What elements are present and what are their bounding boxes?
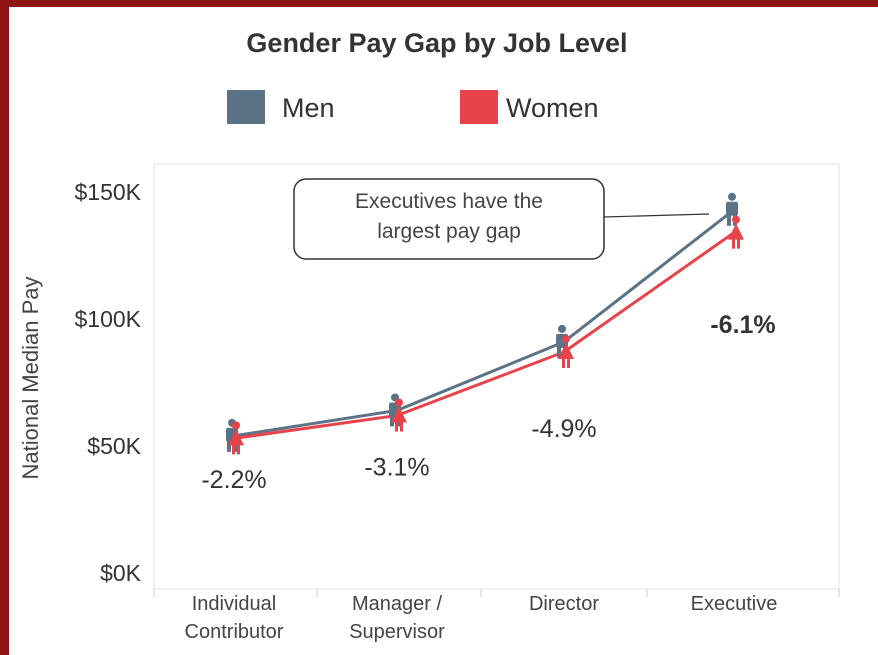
woman-marker-icon: [228, 421, 244, 455]
axes: $0K $50K $100K $150K Individual Contributor Ma…: [74, 179, 840, 643]
chart-frame: Gender Pay Gap by Job Level Men Women Na…: [9, 7, 878, 655]
x-tick-label: Contributor: [185, 621, 284, 643]
x-tick-label: Individual: [192, 593, 277, 615]
series-line-women: [233, 231, 735, 440]
plot-area: [153, 163, 840, 590]
legend-swatch-women: [460, 90, 498, 124]
callout-text-line-1: Executives have the: [355, 190, 543, 213]
gap-label: -6.1%: [710, 311, 775, 339]
y-tick-label: $100K: [74, 306, 141, 332]
annotation-callout: Executives have the largest pay gap: [293, 178, 710, 260]
x-tick-label: Supervisor: [349, 621, 445, 643]
woman-marker-icon: [391, 398, 407, 432]
callout-box: [293, 178, 605, 260]
x-tick-label: Director: [529, 593, 599, 615]
y-axis-label: National Median Pay: [18, 276, 43, 479]
gap-label: -3.1%: [364, 453, 429, 481]
x-tick-label: Manager /: [352, 593, 442, 615]
legend-label-men: Men: [282, 93, 335, 123]
gap-label: -4.9%: [531, 415, 596, 443]
series-lines: [233, 208, 735, 440]
gap-labels: -2.2% -3.1% -4.9% -6.1%: [201, 311, 775, 494]
woman-marker-icon: [728, 215, 744, 249]
callout-text-line-2: largest pay gap: [377, 220, 521, 243]
woman-marker-icon: [558, 335, 574, 369]
legend: Men Women: [227, 90, 599, 124]
line-chart: Gender Pay Gap by Job Level Men Women Na…: [18, 28, 840, 643]
series-line-men: [233, 208, 735, 438]
callout-pointer: [603, 213, 710, 218]
legend-swatch-men: [227, 90, 265, 124]
y-tick-label: $0K: [100, 560, 142, 586]
chart-title: Gender Pay Gap by Job Level: [246, 28, 627, 58]
y-tick-label: $150K: [74, 179, 141, 205]
x-tick-label: Executive: [691, 593, 778, 615]
gap-label: -2.2%: [201, 466, 266, 494]
series-markers: [226, 192, 744, 455]
y-tick-label: $50K: [87, 433, 141, 459]
legend-label-women: Women: [506, 93, 599, 123]
